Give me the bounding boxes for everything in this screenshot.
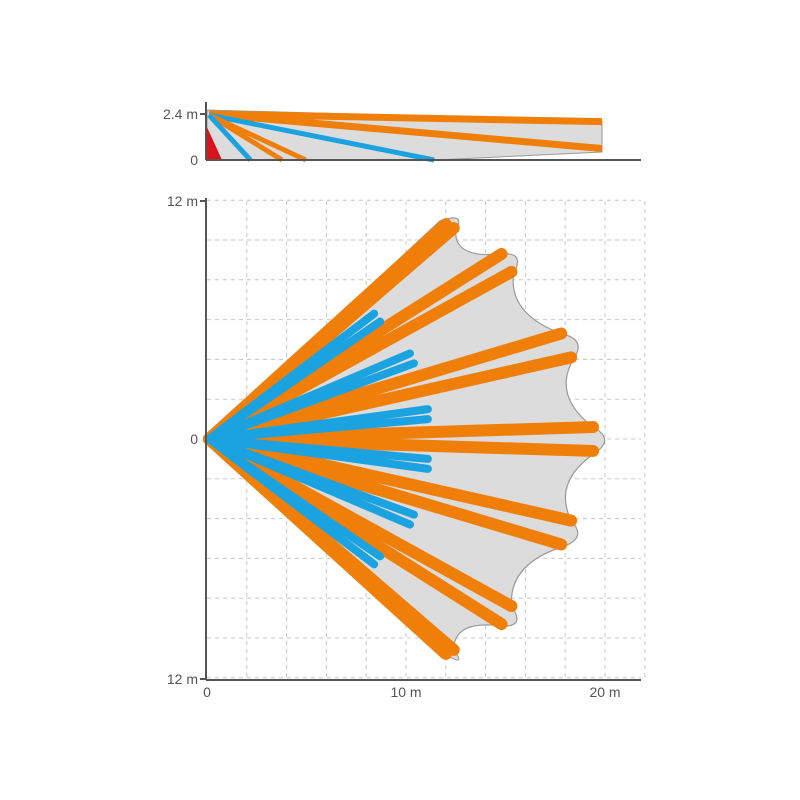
top-far-beam	[203, 351, 578, 445]
sensor-marker	[206, 125, 222, 160]
top-far-beam	[203, 433, 452, 660]
top-view: 12 m 0 12 m 0 10 m 20 m	[167, 193, 646, 700]
top-y-tick-label-bottom: 12 m	[167, 671, 198, 687]
side-y-tick-label-2-4: 2.4 m	[163, 106, 198, 122]
top-y-tick-label-zero: 0	[190, 431, 198, 447]
side-beam-near	[208, 112, 435, 163]
top-x-tick-label-20: 20 m	[589, 684, 620, 700]
top-far-beam	[203, 265, 518, 445]
side-beam-far	[208, 110, 603, 152]
top-near-beam	[205, 435, 432, 473]
top-near-beam	[205, 359, 418, 443]
side-beam-far	[208, 110, 603, 126]
top-x-tick-label-10: 10 m	[390, 684, 421, 700]
side-y-tick-label-0: 0	[190, 152, 198, 168]
top-near-beam	[205, 317, 385, 443]
top-near-beam	[205, 415, 432, 443]
side-beam-far	[207, 112, 284, 163]
side-beam-near	[207, 113, 253, 162]
top-y-tick-label-top: 12 m	[167, 193, 198, 209]
top-near-beam	[205, 435, 379, 569]
top-near-beam	[205, 435, 414, 529]
top-x-tick-label-0: 0	[203, 684, 211, 700]
top-beams	[203, 218, 600, 660]
side-view: 2.4 m 0	[163, 102, 641, 168]
side-beams	[207, 110, 603, 163]
